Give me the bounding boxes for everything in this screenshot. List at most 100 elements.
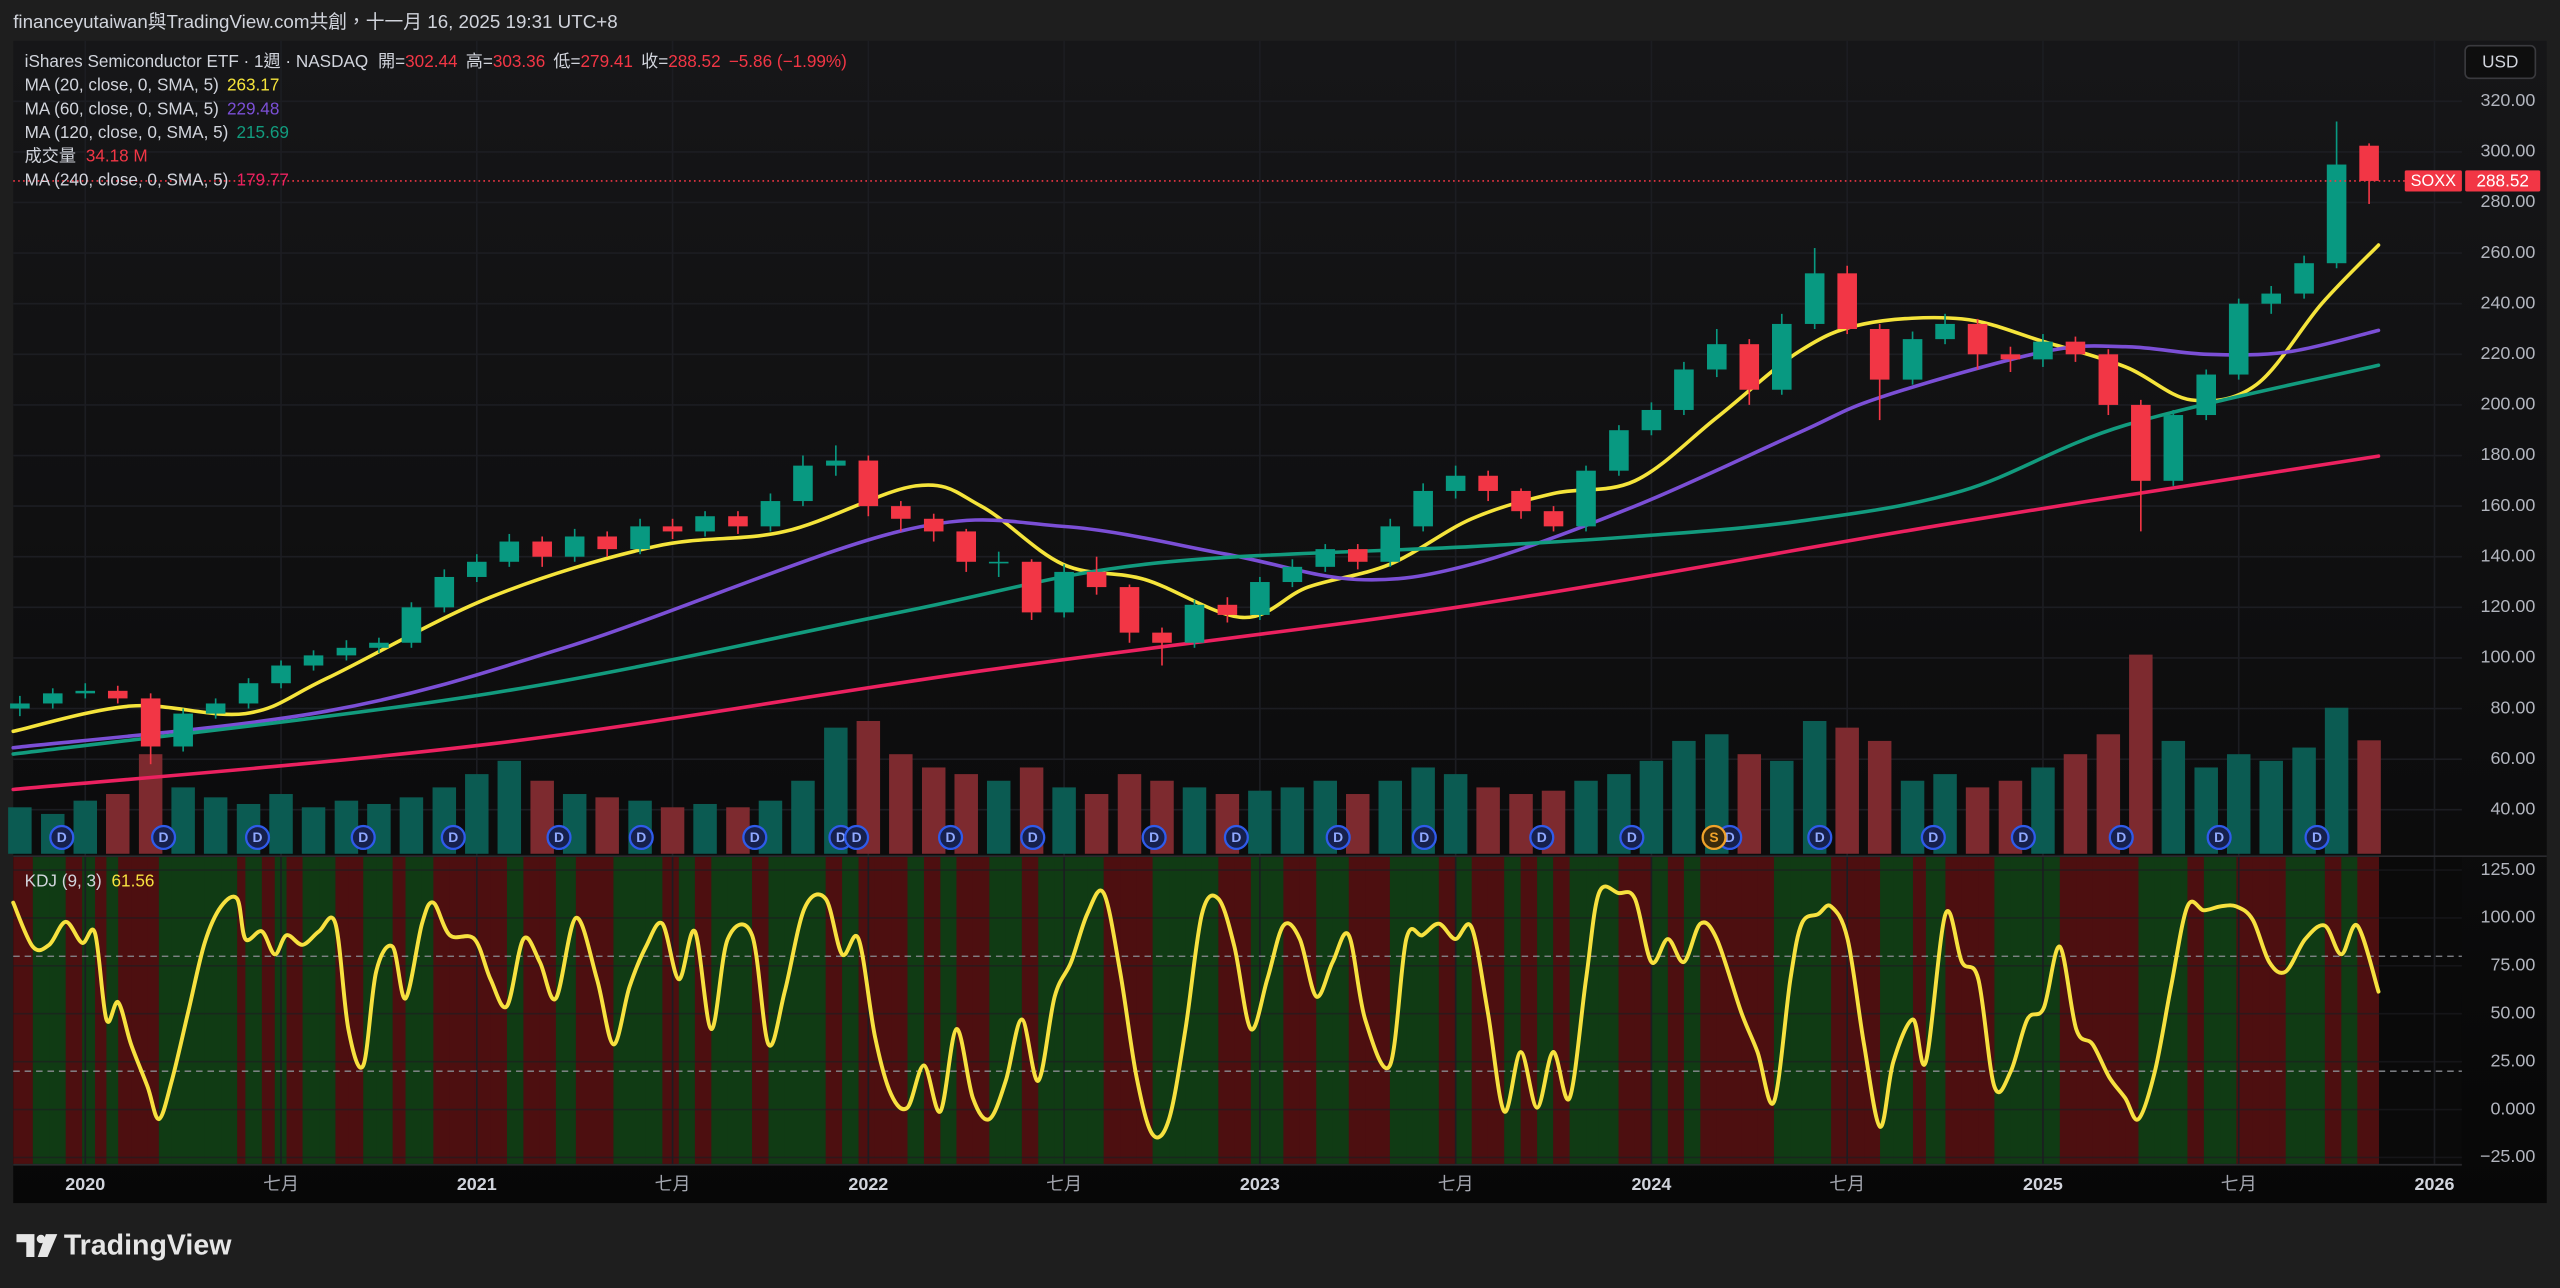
kdj-band bbox=[1790, 857, 1803, 1164]
kdj-band bbox=[1054, 857, 1072, 1164]
kdj-band bbox=[147, 857, 160, 1164]
x-tick-label: 2021 bbox=[457, 1174, 497, 1194]
currency-button-frame[interactable] bbox=[2464, 44, 2537, 80]
candle-body bbox=[2326, 164, 2347, 264]
logo-mark[interactable] bbox=[16, 1234, 35, 1257]
y-tick-label: 100.00 bbox=[2480, 647, 2535, 667]
candle-body bbox=[891, 506, 911, 519]
event-marker bbox=[2108, 824, 2134, 851]
candle-body bbox=[499, 541, 520, 562]
volume-bar bbox=[1705, 734, 1729, 854]
candle-body bbox=[2131, 404, 2151, 481]
logo-mark[interactable] bbox=[37, 1234, 58, 1257]
kdj-band bbox=[1741, 857, 1759, 1164]
legend-row: MA (60, close, 0, SMA, 5) 229.48 bbox=[25, 98, 280, 118]
legend-volume-value: 34.18 M bbox=[86, 145, 148, 165]
kdj-band bbox=[1365, 857, 1391, 1164]
volume-bar bbox=[1280, 787, 1305, 854]
candle-body bbox=[1184, 604, 1205, 643]
attribution: financeyutaiwan與TradingView.com共創，十一月 16… bbox=[13, 11, 617, 32]
kdj-band bbox=[204, 857, 222, 1164]
event-label: D bbox=[554, 829, 564, 845]
price-tag-label: 288.52 bbox=[2477, 170, 2529, 190]
event-label: D bbox=[1419, 829, 1429, 845]
kdj-band bbox=[171, 857, 189, 1164]
volume-bar bbox=[2096, 734, 2121, 854]
event-label: D bbox=[946, 829, 956, 845]
legend-series-value: 229.48 bbox=[227, 98, 279, 118]
candle-body bbox=[369, 642, 389, 648]
candle-body bbox=[630, 526, 650, 550]
kdj-band bbox=[907, 857, 925, 1164]
volume-bar bbox=[1084, 794, 1109, 854]
candle-body bbox=[1837, 273, 1857, 330]
kdj-band bbox=[2187, 857, 2205, 1164]
event-label: D bbox=[1725, 829, 1735, 845]
logo-text[interactable]: TradingView bbox=[64, 1230, 232, 1262]
kdj-band bbox=[1864, 857, 1881, 1164]
kdj-band bbox=[575, 857, 598, 1164]
kdj-band bbox=[825, 857, 843, 1164]
kdj-band bbox=[1651, 857, 1669, 1164]
candle-body bbox=[1021, 561, 1042, 613]
candle-body bbox=[467, 561, 487, 577]
kdj-band bbox=[131, 857, 149, 1164]
candle-body bbox=[42, 693, 63, 704]
volume-bar bbox=[2357, 740, 2381, 854]
volume-bar bbox=[1639, 760, 1664, 854]
candle-body bbox=[826, 460, 846, 466]
volume-bar bbox=[856, 720, 881, 854]
logo[interactable]: TradingView bbox=[16, 1230, 232, 1262]
kdj-band bbox=[1283, 857, 1301, 1164]
volume-bar bbox=[1443, 774, 1468, 854]
volume-bar bbox=[106, 794, 130, 854]
volume-bar bbox=[399, 797, 424, 854]
volume-bar bbox=[660, 807, 685, 854]
kdj-band bbox=[2092, 857, 2110, 1164]
symbol-tag-label: SOXX bbox=[2411, 172, 2456, 190]
y-tick-label: 0.000 bbox=[2490, 1098, 2535, 1118]
currency-button[interactable]: USD bbox=[2464, 44, 2537, 80]
logo-mark[interactable] bbox=[36, 1234, 46, 1244]
candle-body bbox=[2065, 341, 2086, 355]
kdj-band bbox=[1455, 857, 1473, 1164]
kdj-band bbox=[1700, 857, 1718, 1164]
kdj-band bbox=[261, 857, 276, 1164]
kdj-band bbox=[237, 857, 246, 1164]
candle-body bbox=[858, 460, 879, 507]
kdj-band bbox=[1634, 857, 1652, 1164]
kdj-band bbox=[2059, 857, 2077, 1164]
event-marker bbox=[1223, 824, 1249, 851]
legend-ohlc-value: 303.36 bbox=[493, 51, 545, 71]
kdj-band bbox=[858, 857, 876, 1164]
x-tick-label: 七月 bbox=[263, 1174, 299, 1194]
legend-series-name: MA (120, close, 0, SMA, 5) bbox=[25, 122, 229, 142]
kdj-band bbox=[319, 857, 336, 1164]
kdj-band bbox=[1299, 857, 1317, 1164]
legend-ohlc-label: 開= bbox=[378, 51, 405, 71]
kdj-band bbox=[1267, 857, 1284, 1164]
kdj-band bbox=[1021, 857, 1039, 1164]
volume-bar bbox=[1965, 787, 1990, 854]
volume-bar bbox=[824, 727, 848, 854]
volume-bar bbox=[1248, 790, 1272, 854]
kdj-band bbox=[2285, 857, 2306, 1164]
kdj-band bbox=[392, 857, 407, 1164]
event-label: D bbox=[2214, 829, 2224, 845]
ma-line bbox=[11, 363, 2381, 756]
kdj-band bbox=[2269, 857, 2287, 1164]
legend-volume-name: 成交量 bbox=[25, 145, 76, 165]
kdj-band bbox=[474, 857, 491, 1164]
kdj-band bbox=[1847, 857, 1865, 1164]
event-marker bbox=[628, 824, 654, 851]
currency-label[interactable]: USD bbox=[2482, 51, 2518, 71]
candle-body bbox=[1707, 344, 1727, 370]
event-marker bbox=[2010, 824, 2036, 851]
kdj-band bbox=[1169, 857, 1186, 1164]
kdj-band bbox=[555, 857, 577, 1164]
symbol-tag bbox=[2404, 170, 2462, 192]
event-marker bbox=[1325, 824, 1351, 851]
kdj-band bbox=[539, 857, 557, 1164]
kdj-band bbox=[1598, 857, 1620, 1164]
